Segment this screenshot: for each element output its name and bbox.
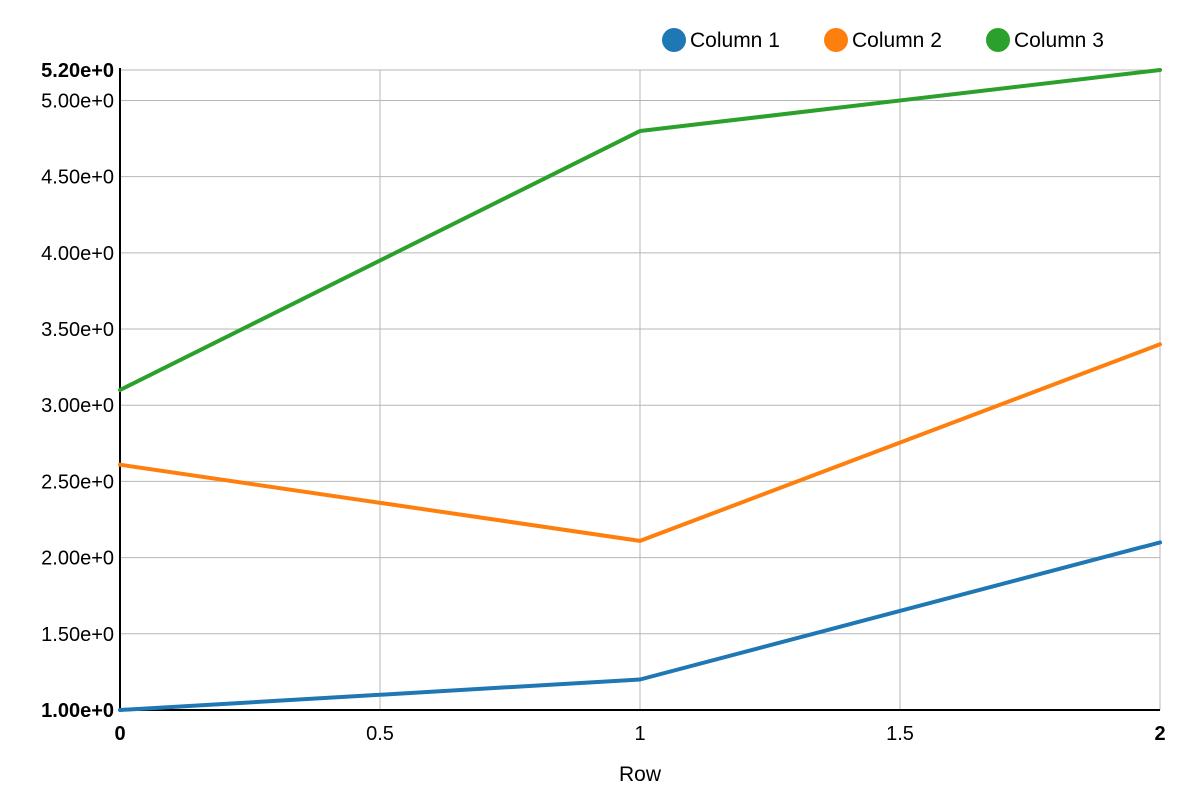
y-tick-label: 4.50e+0 — [41, 167, 114, 189]
x-tick-label: 0.5 — [366, 723, 394, 745]
legend-label: Column 1 — [690, 29, 780, 52]
x-tick-label: 1 — [634, 723, 645, 745]
y-tick-label: 3.00e+0 — [41, 395, 114, 417]
x-axis-title: Row — [619, 763, 662, 786]
y-tick-labels: 1.00e+0 1.50e+0 2.00e+0 2.50e+0 3.00e+0 3.50e… — [41, 60, 114, 722]
legend-label: Column 2 — [852, 29, 942, 52]
y-tick-label: 4.00e+0 — [41, 243, 114, 265]
legend-item: Column 2 — [824, 28, 942, 52]
legend-item: Column 1 — [662, 28, 780, 52]
legend-marker — [662, 28, 686, 52]
y-tick-label: 1.50e+0 — [41, 624, 114, 646]
legend-marker — [986, 28, 1010, 52]
y-tick-label: 2.50e+0 — [41, 471, 114, 493]
x-tick-label: 1.5 — [886, 723, 914, 745]
x-tick-label: 0 — [114, 723, 125, 745]
series-lines — [118, 68, 1162, 712]
series-line-column-1 — [118, 540, 1162, 712]
y-tick-label: 2.00e+0 — [41, 548, 114, 570]
legend-label: Column 3 — [1014, 29, 1104, 52]
y-tick-label: 5.00e+0 — [41, 90, 114, 112]
x-tick-label: 2 — [1154, 723, 1165, 745]
y-tick-label: 3.50e+0 — [41, 319, 114, 341]
y-tick-label: 1.00e+0 — [41, 700, 114, 722]
legend: Column 1 Column 2 Column 3 — [662, 28, 1104, 52]
grid-lines — [120, 69, 1161, 710]
legend-item: Column 3 — [986, 28, 1104, 52]
series-line-column-3 — [118, 68, 1162, 392]
y-tick-label: 5.20e+0 — [41, 60, 114, 82]
legend-marker — [824, 28, 848, 52]
series-line-column-2 — [118, 342, 1162, 543]
x-tick-labels: 0 0.5 1 1.5 2 — [114, 723, 1165, 745]
